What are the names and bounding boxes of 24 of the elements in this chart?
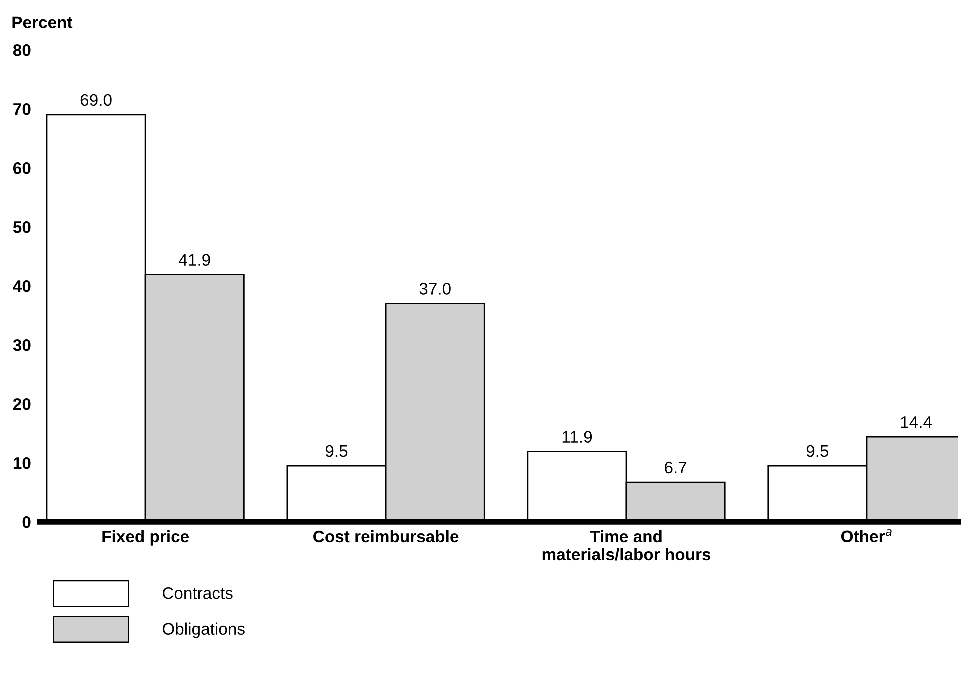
- y-tick-label: 50: [13, 221, 31, 234]
- y-axis-title: Percent: [12, 16, 73, 28]
- y-tick-label: 20: [13, 398, 31, 410]
- legend-label: Contracts: [162, 587, 233, 600]
- legend-label: Obligations: [162, 622, 245, 638]
- data-label: 9.5: [326, 445, 348, 458]
- x-tick-label: Cost reimbursable: [314, 530, 459, 543]
- y-tick-label: 30: [13, 339, 31, 352]
- data-label: 69.0: [80, 94, 112, 106]
- data-label: 11.9: [562, 431, 592, 443]
- y-tick-label: 80: [13, 44, 31, 56]
- x-tick-label: Other$^{a}$: [842, 529, 892, 543]
- y-tick-label: 70: [14, 103, 31, 116]
- data-label: 37.0: [420, 283, 451, 295]
- y-tick-label: 60: [14, 162, 31, 174]
- x-tick-label: Time and materials/labor hours: [542, 530, 711, 561]
- data-label: 6.7: [665, 462, 687, 474]
- y-tick-label: 10: [14, 457, 31, 470]
- y-tick-label: 0: [22, 516, 31, 528]
- y-tick-label: 40: [13, 280, 31, 292]
- data-label: 41.9: [179, 254, 210, 266]
- x-tick-label: Fixed price: [102, 530, 190, 546]
- data-label: 14.4: [901, 416, 932, 428]
- data-label: 9.5: [806, 445, 829, 458]
